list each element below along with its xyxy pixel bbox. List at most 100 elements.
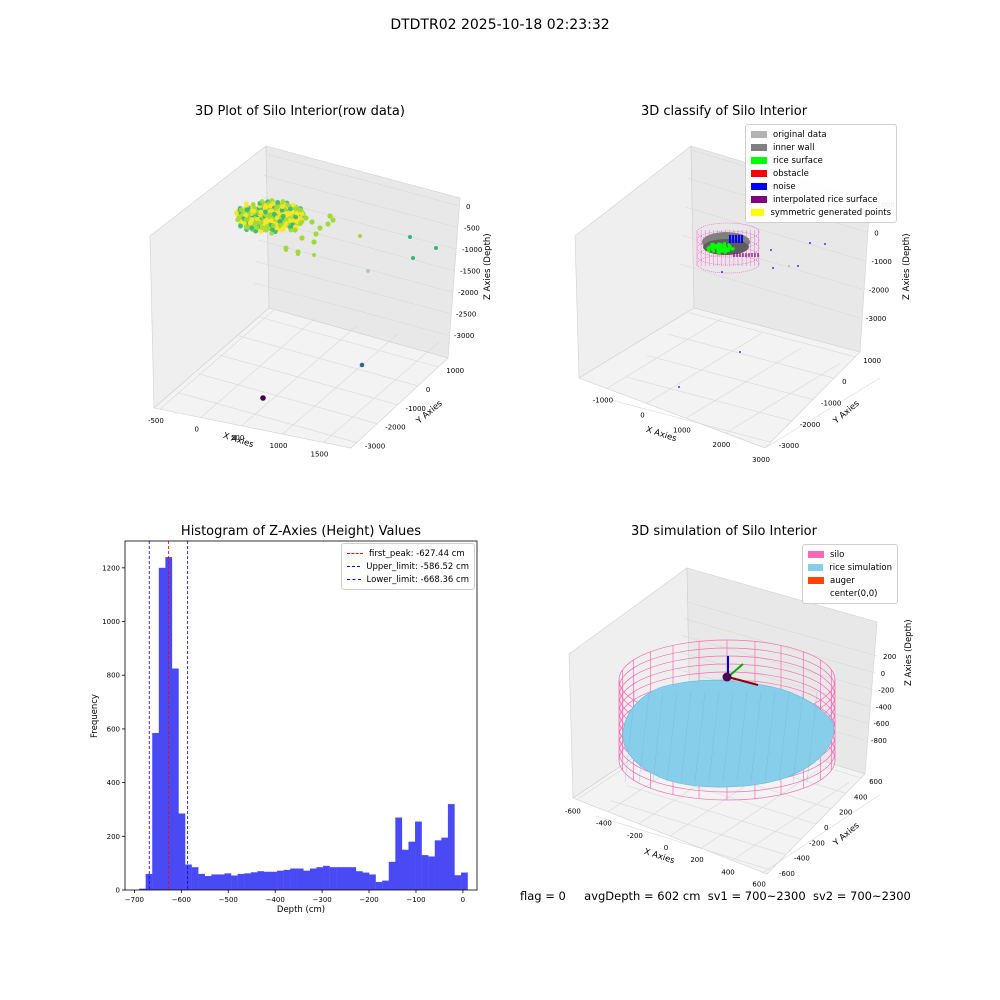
panel1-rice-point [283, 221, 289, 227]
histogram-bar [139, 888, 146, 890]
legend-swatch [751, 209, 765, 216]
panel2-interpolated-ring [696, 222, 760, 242]
panel4-x-gridline [731, 782, 850, 861]
panel1-rice-point [273, 205, 279, 211]
histogram-bar [461, 872, 468, 890]
panel1-rice-point [325, 221, 331, 227]
panel1-z-tick-label: -3000 [454, 332, 474, 340]
panel4-y-tick-label: 0 [824, 824, 828, 832]
panel2-noise-point [740, 238, 744, 242]
panel4-x-tick-label: -600 [565, 808, 581, 816]
panel1-rice-point [263, 227, 269, 233]
legend-label: noise [773, 181, 796, 192]
panel4-x-label: X Axies [643, 847, 676, 866]
panel1-rice-point [270, 223, 276, 229]
panel2-interpolated-point [745, 253, 747, 255]
histogram-bar [231, 875, 238, 890]
legend-label: silo [830, 549, 845, 560]
histogram-bar [401, 849, 409, 890]
panel4-z-tick-label: -400 [876, 703, 892, 711]
panel1-x-gridline [282, 333, 398, 435]
histogram-bar [152, 732, 159, 890]
panel1-x-tick-label: 1500 [311, 450, 329, 458]
histogram-bar [316, 867, 324, 890]
panel1-rice-point [258, 220, 264, 225]
panel2-interpolated-ring [696, 230, 760, 250]
rice-mesh-line [624, 691, 636, 783]
panel1-scatter-point [366, 269, 370, 273]
panel2-z-gridline [679, 263, 861, 319]
histogram-bar [336, 867, 343, 890]
panel2-noise-point [721, 271, 723, 273]
histogram-bar [211, 874, 219, 890]
auger-center [722, 672, 732, 682]
panel1-rice-point [297, 207, 303, 213]
panel2-original-point [788, 265, 790, 267]
rice-mesh-line [694, 691, 706, 783]
panel1-x-gridline [159, 308, 276, 410]
histogram-x-tick-label: −400 [266, 896, 285, 904]
rice-mesh-line [666, 691, 678, 783]
panel4-x-tick-label: -200 [627, 832, 643, 840]
histogram-x-tick-label: −600 [172, 896, 191, 904]
panel2-legend-entry: interpolated rice surface [751, 193, 891, 206]
panel1-low-point [260, 395, 266, 401]
panel1-rice-point [317, 225, 323, 231]
panel1-rice-point [299, 211, 305, 217]
panel4-x-tick-label: 200 [690, 856, 703, 864]
panel2-noise-point [731, 234, 735, 238]
panel2-noise-point [740, 234, 744, 238]
panel2-interpolated-ring [696, 238, 760, 258]
histogram-y-ticks: 0 200 400 600 800 1000 1200 [102, 564, 125, 895]
panel4-y-gridline [625, 785, 802, 840]
panel1-rice-point [293, 214, 299, 220]
panel2-rice-point [723, 242, 727, 246]
panel1-y-tick-label: 0 [426, 386, 430, 394]
histogram-y-tick-label: 1000 [102, 618, 120, 626]
legend-swatch [751, 170, 767, 177]
panel1-scatter-point [408, 235, 412, 239]
panel1-z-ticks: 0 -500 -1000 -1500 -2000 -2500 -3000 [454, 203, 482, 340]
histogram-bar [204, 876, 212, 890]
panel2-rice-point [708, 245, 712, 249]
panel1-scatter-point [296, 252, 300, 256]
rice-mesh-line [680, 691, 692, 783]
histogram-legend-entry: first_peak: -627.44 cm [347, 547, 469, 560]
panel2-rice-point [717, 244, 721, 248]
rice-mesh-line [806, 691, 818, 783]
histogram-bar [224, 873, 232, 890]
panel2-z-tick-label: -1000 [872, 258, 892, 266]
panel3-title: Histogram of Z-Axies (Height) Values [180, 524, 422, 539]
panel2-title: 3D classify of Silo Interior [640, 104, 808, 119]
panel1-rice-point [234, 210, 239, 216]
histogram-bar [421, 855, 429, 890]
panel2-x-ticks: -1000 0 1000 2000 3000 [593, 397, 770, 465]
panel1-y-tick-label: 1000 [446, 367, 464, 375]
panel1-rice-point [251, 208, 256, 214]
avg-depth-value: avgDepth = 602 cm [584, 889, 701, 903]
panel1-rice-point [330, 217, 336, 223]
legend-swatch [808, 577, 824, 584]
histogram-bar [237, 873, 245, 890]
panel4-x-tick-label: 600 [752, 880, 765, 888]
histogram-y-tick-label: 1200 [102, 564, 120, 572]
panel4-z-gridline [679, 652, 870, 707]
histogram-legend: first_peak: -627.44 cm Upper_limit: -586.… [341, 543, 475, 590]
panel2-noise-point [737, 238, 741, 242]
panel1-rice-point [245, 225, 251, 230]
panel1-z-gridline [265, 153, 461, 207]
rice-mesh-line [736, 691, 748, 783]
panel2-noise-point [728, 238, 732, 242]
panel2-interpolated-point [757, 255, 759, 257]
panel1-rice-point [292, 227, 298, 233]
panel1-rice-point [268, 218, 274, 224]
panel1-rice-point [259, 199, 265, 204]
panel1-rice-point [249, 225, 255, 231]
panel2-noise-point [728, 234, 732, 238]
panel1-rice-point [277, 219, 283, 225]
panel2-noise-point [678, 386, 680, 388]
panel2-noise-point [824, 243, 826, 245]
histogram-y-tick-label: 600 [107, 725, 120, 733]
panel1-z-tick-label: -500 [464, 225, 480, 233]
panel1-scatter-point [434, 246, 438, 250]
